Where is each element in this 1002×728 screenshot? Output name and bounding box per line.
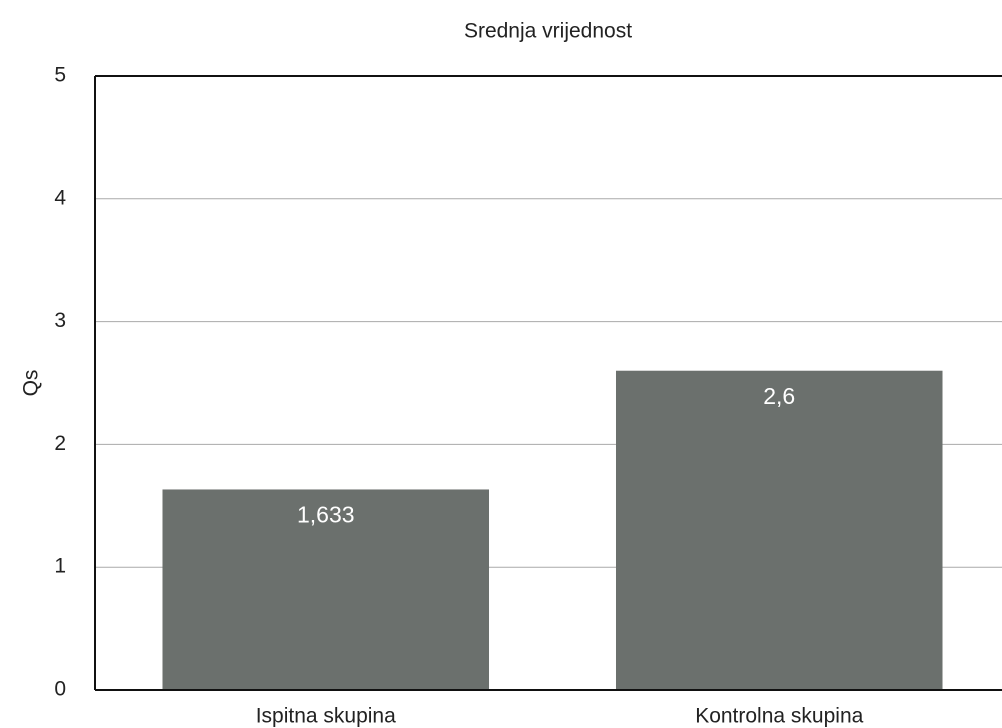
x-tick-label: Ispitna skupina bbox=[256, 705, 396, 728]
x-tick-label: Kontrolna skupina bbox=[695, 705, 863, 728]
y-tick-label: 5 bbox=[54, 64, 66, 87]
value-label: 1,633 bbox=[297, 502, 355, 528]
y-tick-label: 1 bbox=[54, 555, 66, 578]
y-tick-label: 0 bbox=[54, 678, 66, 701]
bar bbox=[162, 489, 490, 690]
y-tick-label: 4 bbox=[54, 186, 66, 209]
y-axis-label: Qs bbox=[20, 370, 43, 397]
y-tick-label: 3 bbox=[54, 309, 66, 332]
bar bbox=[615, 370, 943, 690]
chart-title: Srednja vrijednost bbox=[464, 20, 632, 43]
value-label: 2,6 bbox=[763, 383, 795, 409]
y-tick-label: 2 bbox=[54, 432, 66, 455]
